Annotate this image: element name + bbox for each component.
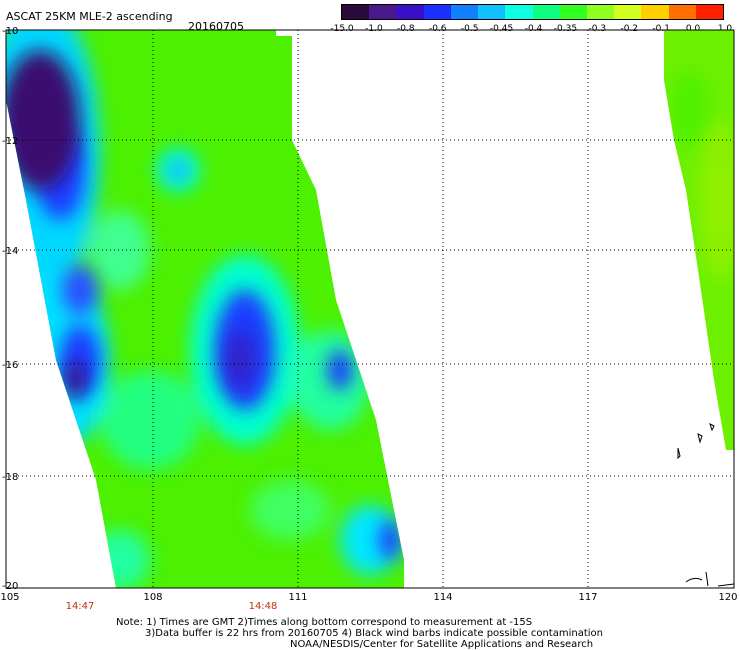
color-scale-swatch <box>641 5 669 19</box>
color-scale-swatch <box>478 5 506 19</box>
map-frame <box>5 29 735 589</box>
color-scale-label: -0.5 <box>460 24 479 34</box>
note-line-3: NOAA/NESDIS/Center for Satellite Applica… <box>290 639 594 650</box>
lat-lon-grid <box>6 30 734 588</box>
lat-label: -18 <box>2 472 19 483</box>
color-scale-swatch <box>559 5 587 19</box>
color-scale-swatch <box>668 5 696 19</box>
color-scale-labels: -15.0 -1.0 -0.8 -0.6 -0.5 -0.45 -0.4 -0.35 -0.3 -… <box>330 24 733 36</box>
color-scale-swatch <box>423 5 451 19</box>
time-label: 14:48 <box>248 601 278 612</box>
left-swath <box>6 30 404 588</box>
color-scale-swatch <box>450 5 479 19</box>
lon-label: 120 <box>718 592 738 603</box>
color-scale-bar <box>341 4 724 20</box>
color-scale-label: -0.3 <box>588 24 607 34</box>
color-scale-swatch <box>342 5 370 19</box>
color-scale-swatch <box>532 5 560 19</box>
color-scale-swatch <box>614 5 642 19</box>
lat-label: -16 <box>2 360 19 371</box>
lat-label: -12 <box>2 136 19 147</box>
right-swath <box>664 30 734 450</box>
lat-label: -10 <box>2 26 19 37</box>
color-scale-label: -0.6 <box>428 24 447 34</box>
chart-title: ASCAT 25KM MLE-2 ascending <box>6 10 173 23</box>
note-line-1: Note: 1) Times are GMT 2)Times along bot… <box>116 617 533 628</box>
note-line-2: 3)Data buffer is 22 hrs from 20160705 4)… <box>145 628 603 639</box>
color-scale-label: -0.45 <box>489 24 514 34</box>
color-scale-label: 0.0 <box>685 24 701 34</box>
color-scale-swatch <box>505 5 533 19</box>
lat-label: -14 <box>2 246 19 257</box>
color-scale-label: -0.4 <box>524 24 543 34</box>
color-scale-swatch <box>396 5 424 19</box>
time-label: 14:47 <box>65 601 95 612</box>
lon-label: 108 <box>143 592 163 603</box>
lon-label: 114 <box>433 592 453 603</box>
color-scale-label: -15.0 <box>330 24 354 34</box>
color-scale-swatch <box>695 5 724 19</box>
color-scale-label: -0.1 <box>652 24 670 34</box>
lon-label: 105 <box>0 592 20 603</box>
coastline <box>677 423 735 587</box>
lat-label: -20 <box>2 581 19 592</box>
color-scale-label: -0.2 <box>620 24 639 34</box>
color-scale-label: -0.8 <box>397 24 415 34</box>
color-scale-swatch <box>369 5 397 19</box>
color-scale-label: 1.0 <box>717 24 733 34</box>
lon-label: 111 <box>288 592 308 603</box>
color-scale-label: -1.0 <box>365 24 383 34</box>
color-scale-swatch <box>586 5 615 19</box>
color-scale-label: -0.35 <box>553 24 578 34</box>
lon-label: 117 <box>578 592 598 603</box>
